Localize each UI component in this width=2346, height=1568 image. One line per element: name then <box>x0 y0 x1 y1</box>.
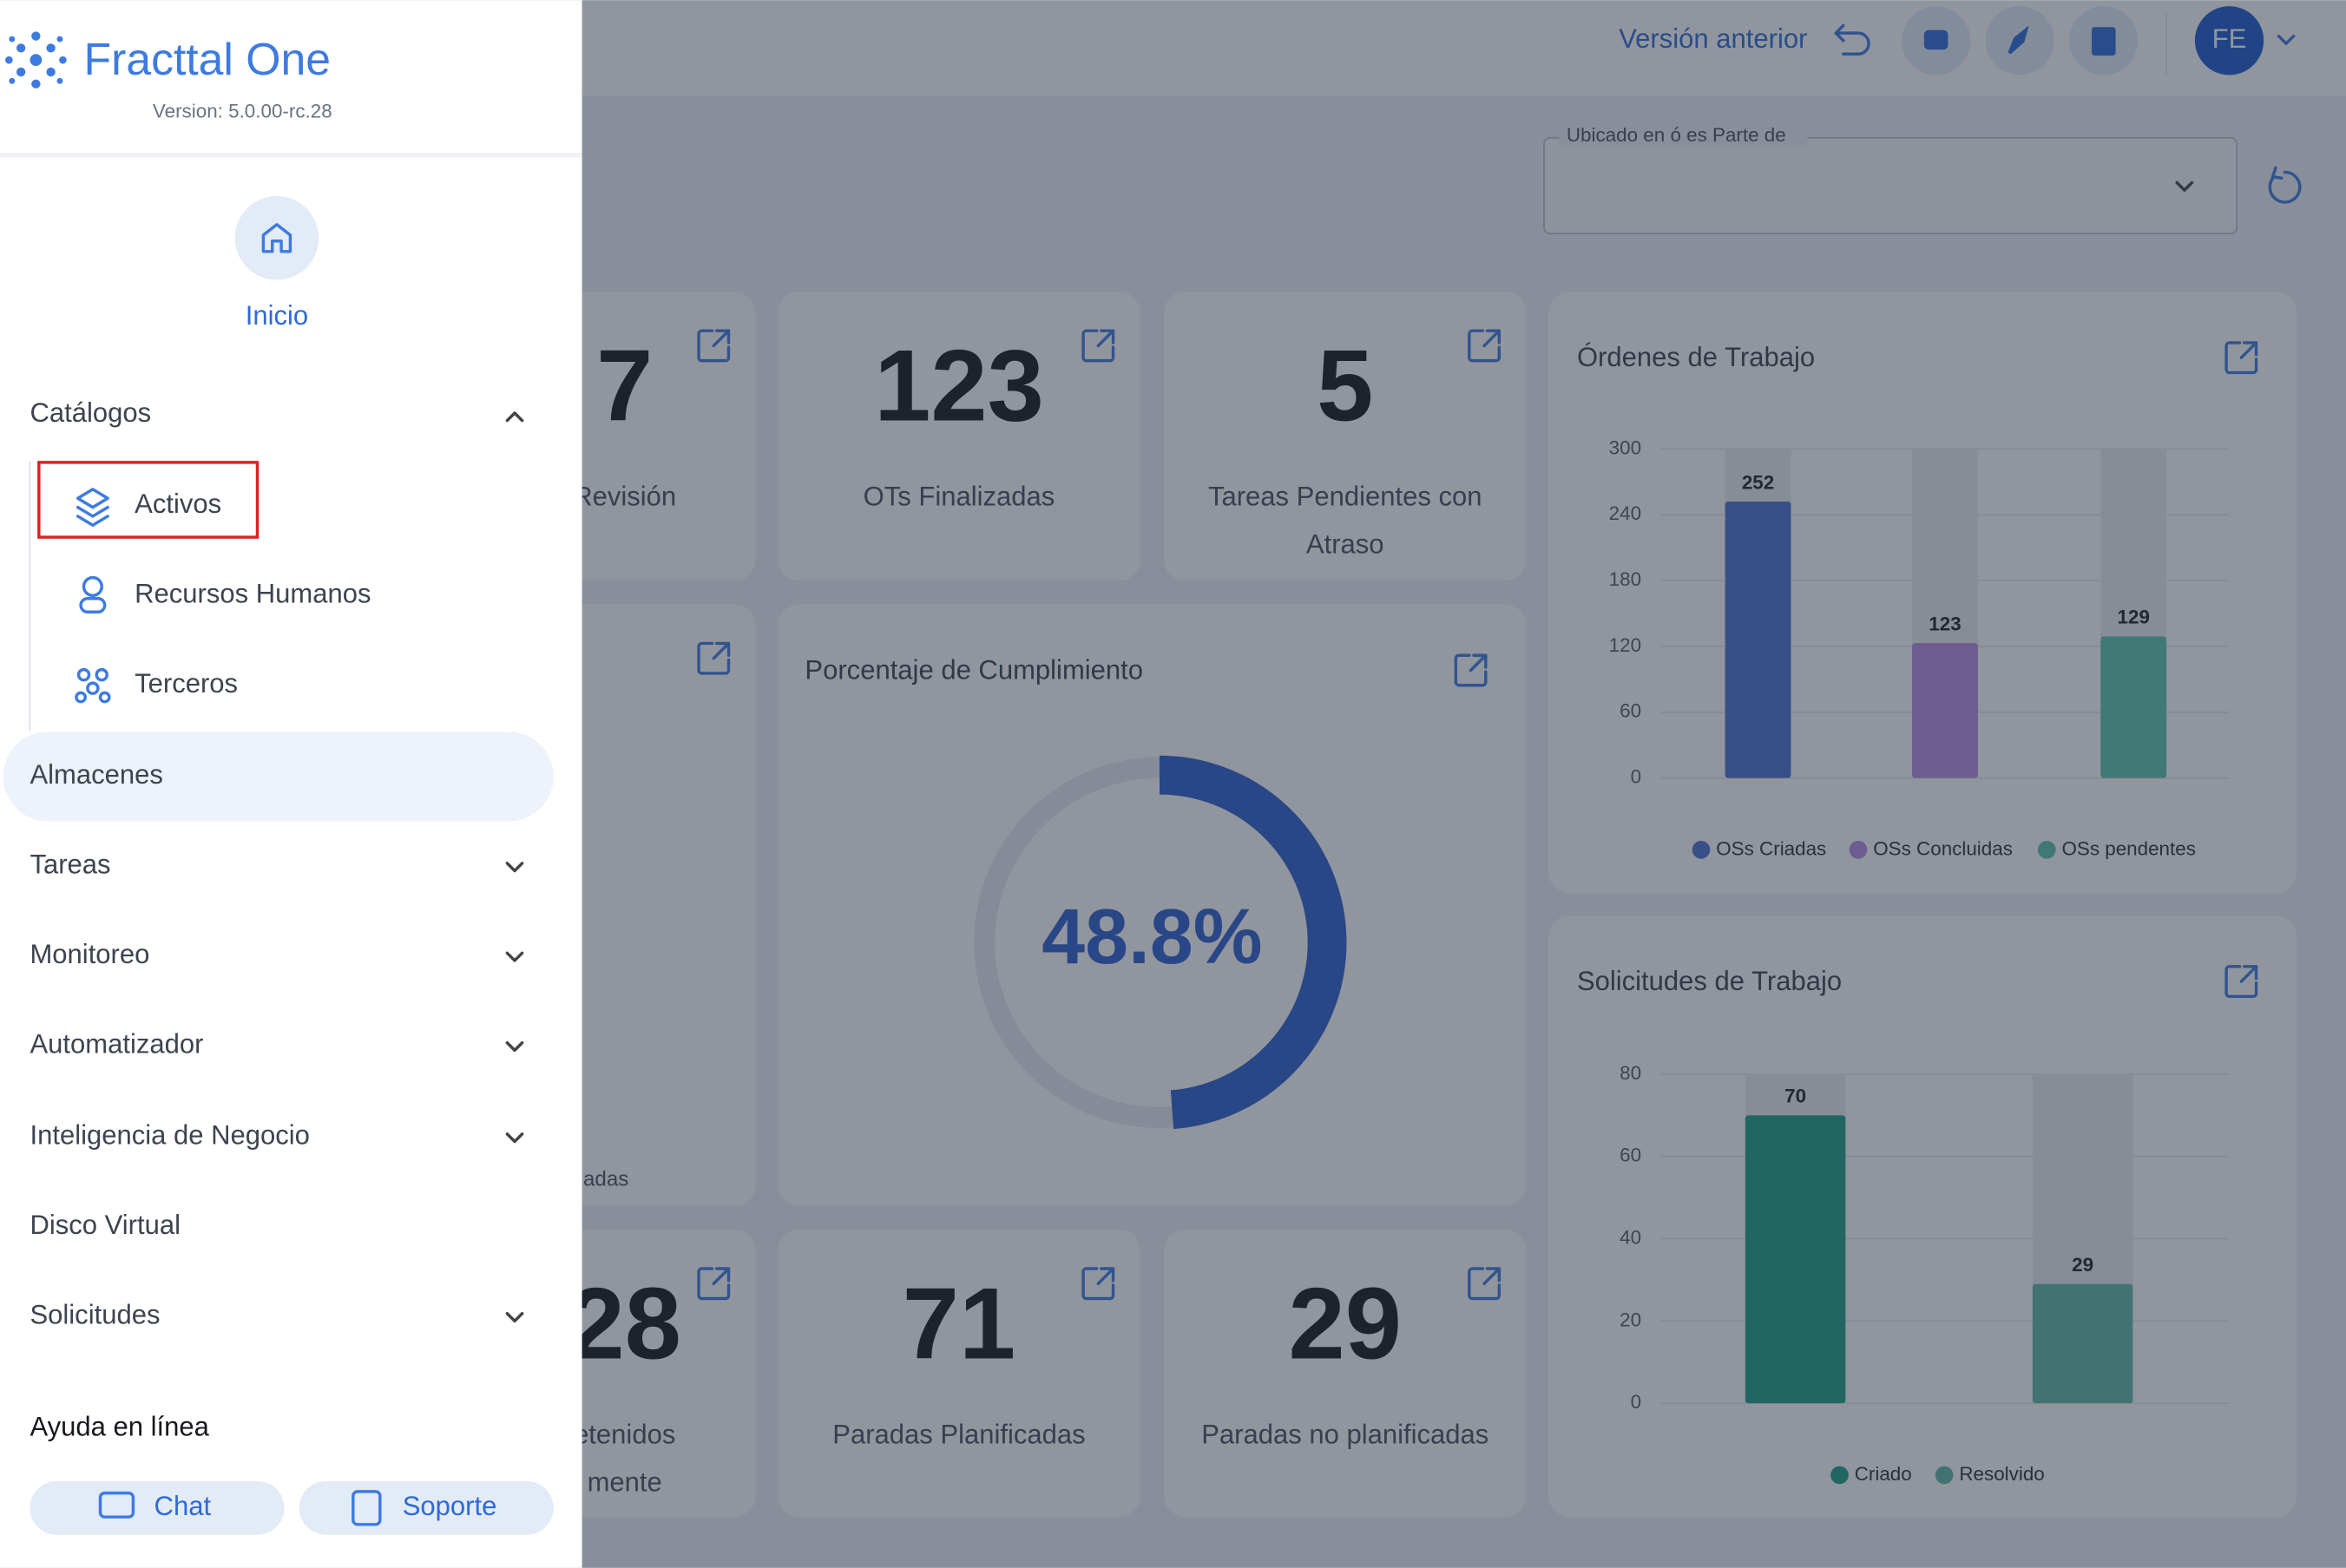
brand: Fracttal One <box>84 34 331 84</box>
people-icon <box>82 575 103 598</box>
expand-caret <box>505 1312 524 1323</box>
support-button[interactable] <box>299 1480 554 1535</box>
catalog-item[interactable]: Recursos Humanos <box>135 578 371 608</box>
expand-caret <box>505 951 524 962</box>
catalog-item[interactable]: Activos <box>135 489 221 519</box>
sidebar: Fracttal One Version: 5.0.00-rc.28 Inici… <box>0 0 582 1568</box>
catalog-menu[interactable]: Catálogos <box>30 397 151 428</box>
expand-caret <box>505 1132 524 1144</box>
menu-item[interactable]: Monitoreo <box>30 939 149 969</box>
menu-item[interactable]: Disco Virtual <box>30 1210 181 1240</box>
expand-caret <box>505 1041 524 1053</box>
menu-item[interactable]: Solicitudes <box>30 1299 160 1329</box>
active-item-bg <box>3 732 554 822</box>
collapse-caret <box>505 411 524 423</box>
help-title: Ayuda en línea <box>30 1412 209 1442</box>
menu-item[interactable]: Almacenes <box>30 759 162 790</box>
logo-mark <box>5 31 67 89</box>
menu-item[interactable]: Inteligencia de Negocio <box>30 1120 309 1151</box>
support-label: Soporte <box>403 1491 497 1521</box>
version: Version: 5.0.00-rc.28 <box>153 100 332 121</box>
logo-shadow <box>0 153 582 158</box>
third-party-icon <box>75 667 111 704</box>
support-icon <box>352 1490 382 1526</box>
expand-caret <box>505 862 524 873</box>
menu-item[interactable]: Automatizador <box>30 1028 203 1059</box>
chat-button[interactable] <box>30 1480 285 1535</box>
menu-item[interactable]: Tareas <box>30 849 110 879</box>
chat-icon <box>98 1491 135 1519</box>
chat-label: Chat <box>154 1491 212 1521</box>
home-icon <box>261 223 292 253</box>
people-icon-body <box>79 597 107 613</box>
highlight-box <box>37 461 260 539</box>
home-button[interactable] <box>234 196 319 280</box>
home-label[interactable]: Inicio <box>246 300 308 331</box>
assets-icon <box>76 488 109 527</box>
catalog-item[interactable]: Terceros <box>135 668 238 699</box>
